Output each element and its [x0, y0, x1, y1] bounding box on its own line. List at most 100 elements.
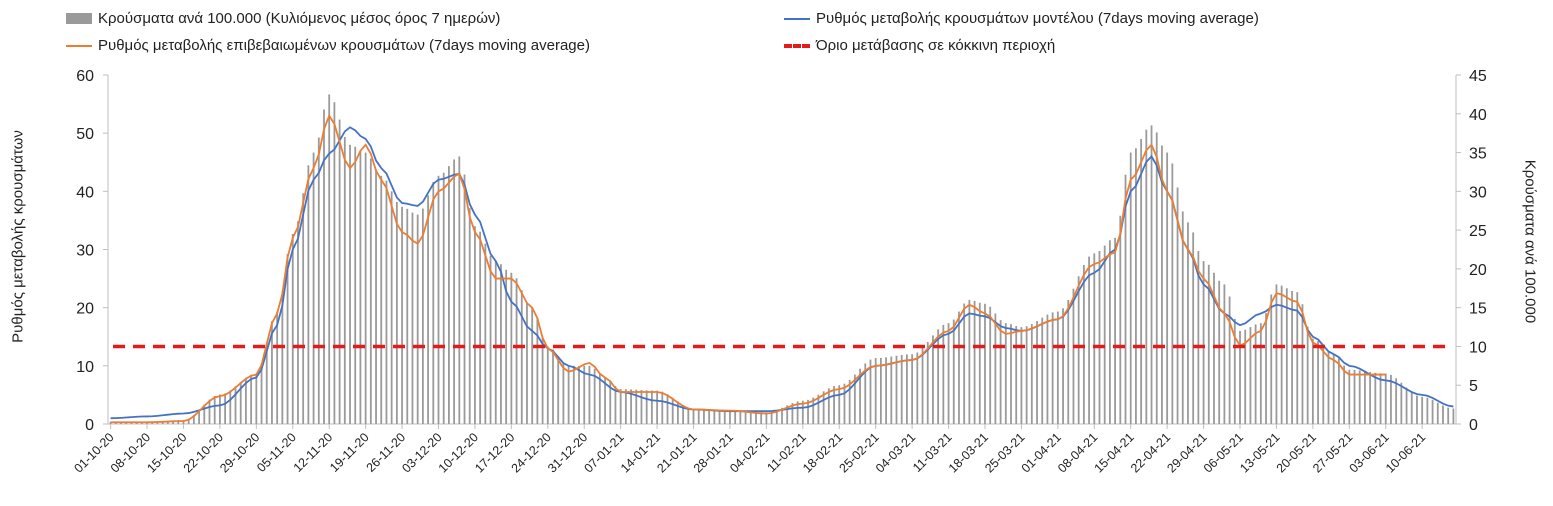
cases-bar	[411, 212, 414, 424]
cases-bar	[1400, 382, 1403, 424]
x-tick-label: 10-06-21	[1383, 430, 1428, 475]
cases-bar	[312, 152, 315, 424]
cases-bar	[1155, 132, 1158, 424]
cases-bar	[1223, 284, 1226, 424]
cases-bar	[468, 208, 471, 424]
cases-bar	[859, 368, 861, 424]
cases-bar	[192, 415, 195, 424]
cases-bar	[442, 172, 445, 424]
cases-bar	[1051, 312, 1054, 424]
legend-item-confirmed-rate: Ρυθμός μεταβολής επιβεβαιωμένων κρουσμάτ…	[66, 37, 590, 54]
cases-bar	[1436, 402, 1439, 424]
cases-bar	[671, 397, 674, 424]
x-tick-label: 29-10-20	[217, 430, 262, 475]
cases-bar	[479, 231, 482, 424]
cases-bar	[775, 410, 778, 424]
cases-bar	[1364, 371, 1366, 424]
cases-bar	[760, 412, 763, 424]
cases-bar	[812, 397, 815, 424]
cases-bar	[973, 300, 976, 424]
cases-bar	[593, 368, 596, 424]
cases-bar	[656, 390, 658, 424]
legend-swatch-red-dash	[784, 43, 810, 48]
cases-bar	[1379, 373, 1382, 424]
legend-swatch-bars	[66, 13, 92, 24]
cases-bar	[1145, 129, 1148, 424]
cases-bar	[557, 356, 560, 424]
cases-bar	[890, 356, 893, 424]
cases-bar	[635, 389, 638, 424]
y-right-tick-label: 10	[1469, 339, 1487, 356]
cases-bar	[219, 394, 221, 424]
cases-bar	[448, 166, 450, 424]
cases-bar	[1421, 396, 1424, 424]
cases-bar	[604, 377, 606, 424]
cases-bar	[1416, 395, 1418, 424]
cases-bar	[1410, 392, 1413, 424]
cases-bar	[271, 321, 273, 424]
x-tick-label: 12-11-20	[291, 430, 336, 475]
cases-bar	[208, 399, 211, 424]
cases-bar	[541, 336, 544, 424]
cases-bar	[1431, 399, 1434, 424]
cases-bar	[578, 365, 580, 424]
cases-bar	[1353, 369, 1356, 424]
cases-bar	[260, 363, 263, 424]
cases-bar	[234, 386, 237, 424]
cases-bar	[723, 409, 726, 424]
cases-bar	[1306, 326, 1309, 424]
cases-bar	[1317, 341, 1319, 424]
cases-bar	[239, 381, 242, 424]
cases-bar	[1374, 372, 1377, 424]
cases-bar	[255, 373, 258, 424]
cases-bar	[380, 175, 383, 424]
cases-bar	[869, 359, 872, 424]
cases-bar	[666, 394, 669, 424]
y-left-tick-label: 50	[76, 126, 94, 143]
cases-bar	[1343, 365, 1345, 424]
cases-bar	[1338, 358, 1340, 424]
cases-bar	[588, 365, 591, 424]
cases-bar	[937, 329, 940, 424]
cases-bar	[1311, 338, 1314, 424]
cases-bar	[354, 146, 357, 424]
cases-bar	[333, 102, 336, 425]
y-right-tick-label: 0	[1469, 417, 1478, 434]
cases-bar	[338, 119, 341, 424]
cases-bar	[1129, 152, 1132, 424]
cases-bar	[552, 349, 554, 424]
cases-bar	[395, 202, 398, 424]
cases-bar	[369, 158, 372, 424]
legend-label-threshold: Όριο μετάβασης σε κόκκινη περιοχή	[816, 37, 1056, 54]
cases-bar	[963, 303, 966, 424]
cases-bar	[807, 399, 809, 424]
cases-bar	[978, 302, 981, 424]
cases-bar	[1249, 327, 1252, 424]
cases-bar	[947, 323, 950, 424]
cases-bar	[791, 403, 794, 424]
cases-bar	[286, 254, 289, 424]
legend-item-cases-per-100k: Κρούσματα ανά 100.000 (Κυλιόμενος μέσος …	[66, 10, 500, 27]
cases-bar	[1119, 215, 1122, 424]
cases-bar	[1150, 125, 1153, 424]
cases-bar	[848, 379, 851, 424]
cases-bar	[567, 365, 570, 424]
cases-bar	[245, 377, 247, 424]
cases-bar	[276, 311, 279, 424]
cases-bar	[302, 193, 305, 424]
cases-bar	[1270, 294, 1273, 424]
cases-bar	[432, 181, 435, 424]
cases-bar	[853, 374, 856, 424]
cases-bar	[213, 395, 216, 424]
cases-bar	[755, 411, 757, 424]
cases-bar	[505, 269, 508, 424]
cases-bar	[1088, 256, 1090, 424]
cases-bar	[562, 362, 565, 424]
y-left-tick-label: 0	[85, 417, 94, 434]
legend-label-confirmed: Ρυθμός μεταβολής επιβεβαιωμένων κρουσμάτ…	[98, 37, 590, 54]
cases-bar	[786, 405, 789, 424]
cases-bar	[463, 174, 466, 424]
cases-bar	[801, 400, 804, 424]
cases-bar	[520, 290, 523, 424]
